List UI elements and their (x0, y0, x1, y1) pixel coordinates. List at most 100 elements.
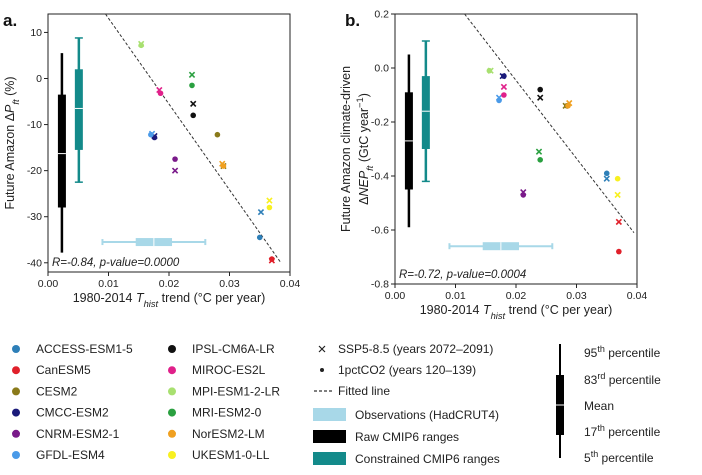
pctco2-point (214, 131, 221, 138)
ssp585-point (190, 100, 197, 108)
legend-model-marker (168, 408, 176, 417)
pctco2-point (269, 256, 275, 262)
pctco2-point (189, 82, 195, 89)
x-tick-label: 0.00 (385, 290, 406, 302)
ssp585-point (614, 191, 621, 199)
y-tick-label: 0.0 (374, 63, 389, 75)
y-tick-label: -20 (27, 165, 42, 177)
y-tick-label: -40 (27, 257, 42, 269)
legend-model-marker (12, 451, 20, 459)
legend-constrained-swatch (313, 452, 346, 465)
legend-p5-label: 5th percentile (584, 449, 654, 465)
panel-label: a. (3, 11, 17, 30)
pctco2-point (501, 92, 507, 98)
y-axis-label-line2: ΔNEPft (GtC year−1) (355, 93, 375, 205)
legend-obs-label: Observations (HadCRUT4) (355, 408, 499, 422)
pctco2-point (256, 234, 263, 241)
legend-model-label: CanESM5 (36, 363, 91, 377)
legend-mean-label: Mean (584, 399, 614, 413)
ssp585-point (188, 71, 196, 78)
legend-model-label: MRI-ESM2-0 (192, 406, 262, 420)
legend-model-marker (168, 451, 176, 459)
legend-model-marker (168, 387, 176, 396)
x-tick-label: 0.03 (219, 278, 240, 290)
pctco2-point (537, 157, 543, 163)
legend-model-label: IPSL-CM6A-LR (192, 342, 275, 356)
legend-model-label: NorESM2-LM (192, 427, 265, 441)
legend-model-marker (168, 429, 176, 438)
legend-model-label: CESM2 (36, 384, 78, 398)
legend-p17-label: 17th percentile (584, 423, 661, 439)
pctco2-point (190, 112, 196, 119)
ssp585-point (535, 148, 543, 155)
legend-raw-swatch (313, 430, 346, 443)
y-tick-label: -30 (27, 211, 42, 223)
legend: ACCESS-ESM1-5 CanESM5 CESM2 CMCC-ESM2 CNRM-E… (12, 342, 661, 466)
panel-label: b. (345, 11, 360, 30)
raw-range-box (57, 94, 66, 208)
legend-pct-marker (320, 368, 324, 372)
ssp585-point (500, 83, 508, 91)
legend-model-label: CMCC-ESM2 (36, 406, 109, 420)
pctco2-point (172, 156, 178, 162)
plot-frame (47, 13, 291, 273)
legend-p95-label: 95th percentile (584, 344, 661, 360)
correlation-annotation: R=-0.72, p-value=0.0004 (399, 269, 526, 281)
panel-a: 0.00 0.01 0.02 0.03 0.04 10 0 -10 -20 -30 -40 1980-… (3, 11, 300, 309)
pctco2-point (486, 67, 493, 74)
legend-ssp-label: SSP5-8.5 (years 2072–2091) (338, 342, 493, 356)
pctco2-point (614, 175, 621, 182)
pctco2-point (148, 131, 154, 138)
correlation-annotation: R=-0.84, p-value=0.0000 (52, 257, 180, 269)
x-tick-label: 0.01 (98, 278, 119, 290)
pctco2-point (220, 163, 227, 169)
x-tick-label: 0.04 (280, 278, 301, 290)
legend-model-marker (168, 366, 176, 375)
y-tick-label: -0.8 (371, 279, 389, 291)
ssp585-point (537, 94, 544, 101)
pctco2-point (496, 97, 502, 104)
legend-model-label: ACCESS-ESM1-5 (36, 342, 133, 356)
pctco2-point (537, 86, 543, 93)
x-axis-label: 1980-2014 Thist trend (°C per year) (73, 291, 266, 309)
y-tick-label: 0 (36, 73, 42, 85)
x-tick-label: 0.02 (506, 290, 527, 302)
constrained-range-box (421, 76, 430, 149)
fitted-line (105, 13, 282, 264)
y-tick-label: -0.6 (371, 225, 389, 237)
ssp585-point (603, 175, 610, 182)
pctco2-point (616, 248, 622, 255)
legend-model-marker (168, 345, 176, 353)
legend-p83-label: 83rd percentile (584, 371, 661, 387)
x-tick-label: 0.04 (627, 290, 648, 302)
legend-model-label: CNRM-ESM2-1 (36, 427, 120, 441)
legend-model-label: GFDL-ESM4 (36, 448, 105, 462)
ssp585-point (257, 208, 265, 216)
legend-obs-swatch (313, 408, 346, 421)
x-axis-label: 1980-2014 Thist trend (°C per year) (420, 303, 613, 321)
pctco2-point (565, 103, 571, 109)
x-tick-label: 0.02 (159, 278, 180, 290)
legend-model-marker (12, 408, 20, 417)
legend-model-marker (12, 345, 20, 353)
pctco2-point (501, 73, 507, 79)
y-tick-label: -0.2 (371, 117, 389, 129)
x-tick-label: 0.00 (38, 278, 59, 290)
pctco2-point (603, 170, 610, 177)
constrained-range-box (74, 69, 83, 150)
y-axis-label: Future Amazon ΔPft (%) (3, 76, 21, 209)
legend-constrained-label: Constrained CMIP6 ranges (355, 452, 500, 466)
ssp585-point (171, 167, 179, 174)
y-axis-label-line1: Future Amazon climate-driven (339, 66, 353, 232)
ssp585-point (615, 218, 623, 226)
legend-model-label: MPI-ESM1-2-LR (192, 384, 280, 398)
x-tick-label: 0.01 (445, 290, 466, 302)
pctco2-point (138, 42, 144, 49)
legend-model-marker (12, 429, 20, 438)
legend-model-marker (12, 387, 20, 396)
legend-model-label: UKESM1-0-LL (192, 448, 270, 462)
legend-fitted-label: Fitted line (338, 384, 390, 398)
pctco2-point (520, 192, 527, 198)
pctco2-point (266, 204, 273, 211)
